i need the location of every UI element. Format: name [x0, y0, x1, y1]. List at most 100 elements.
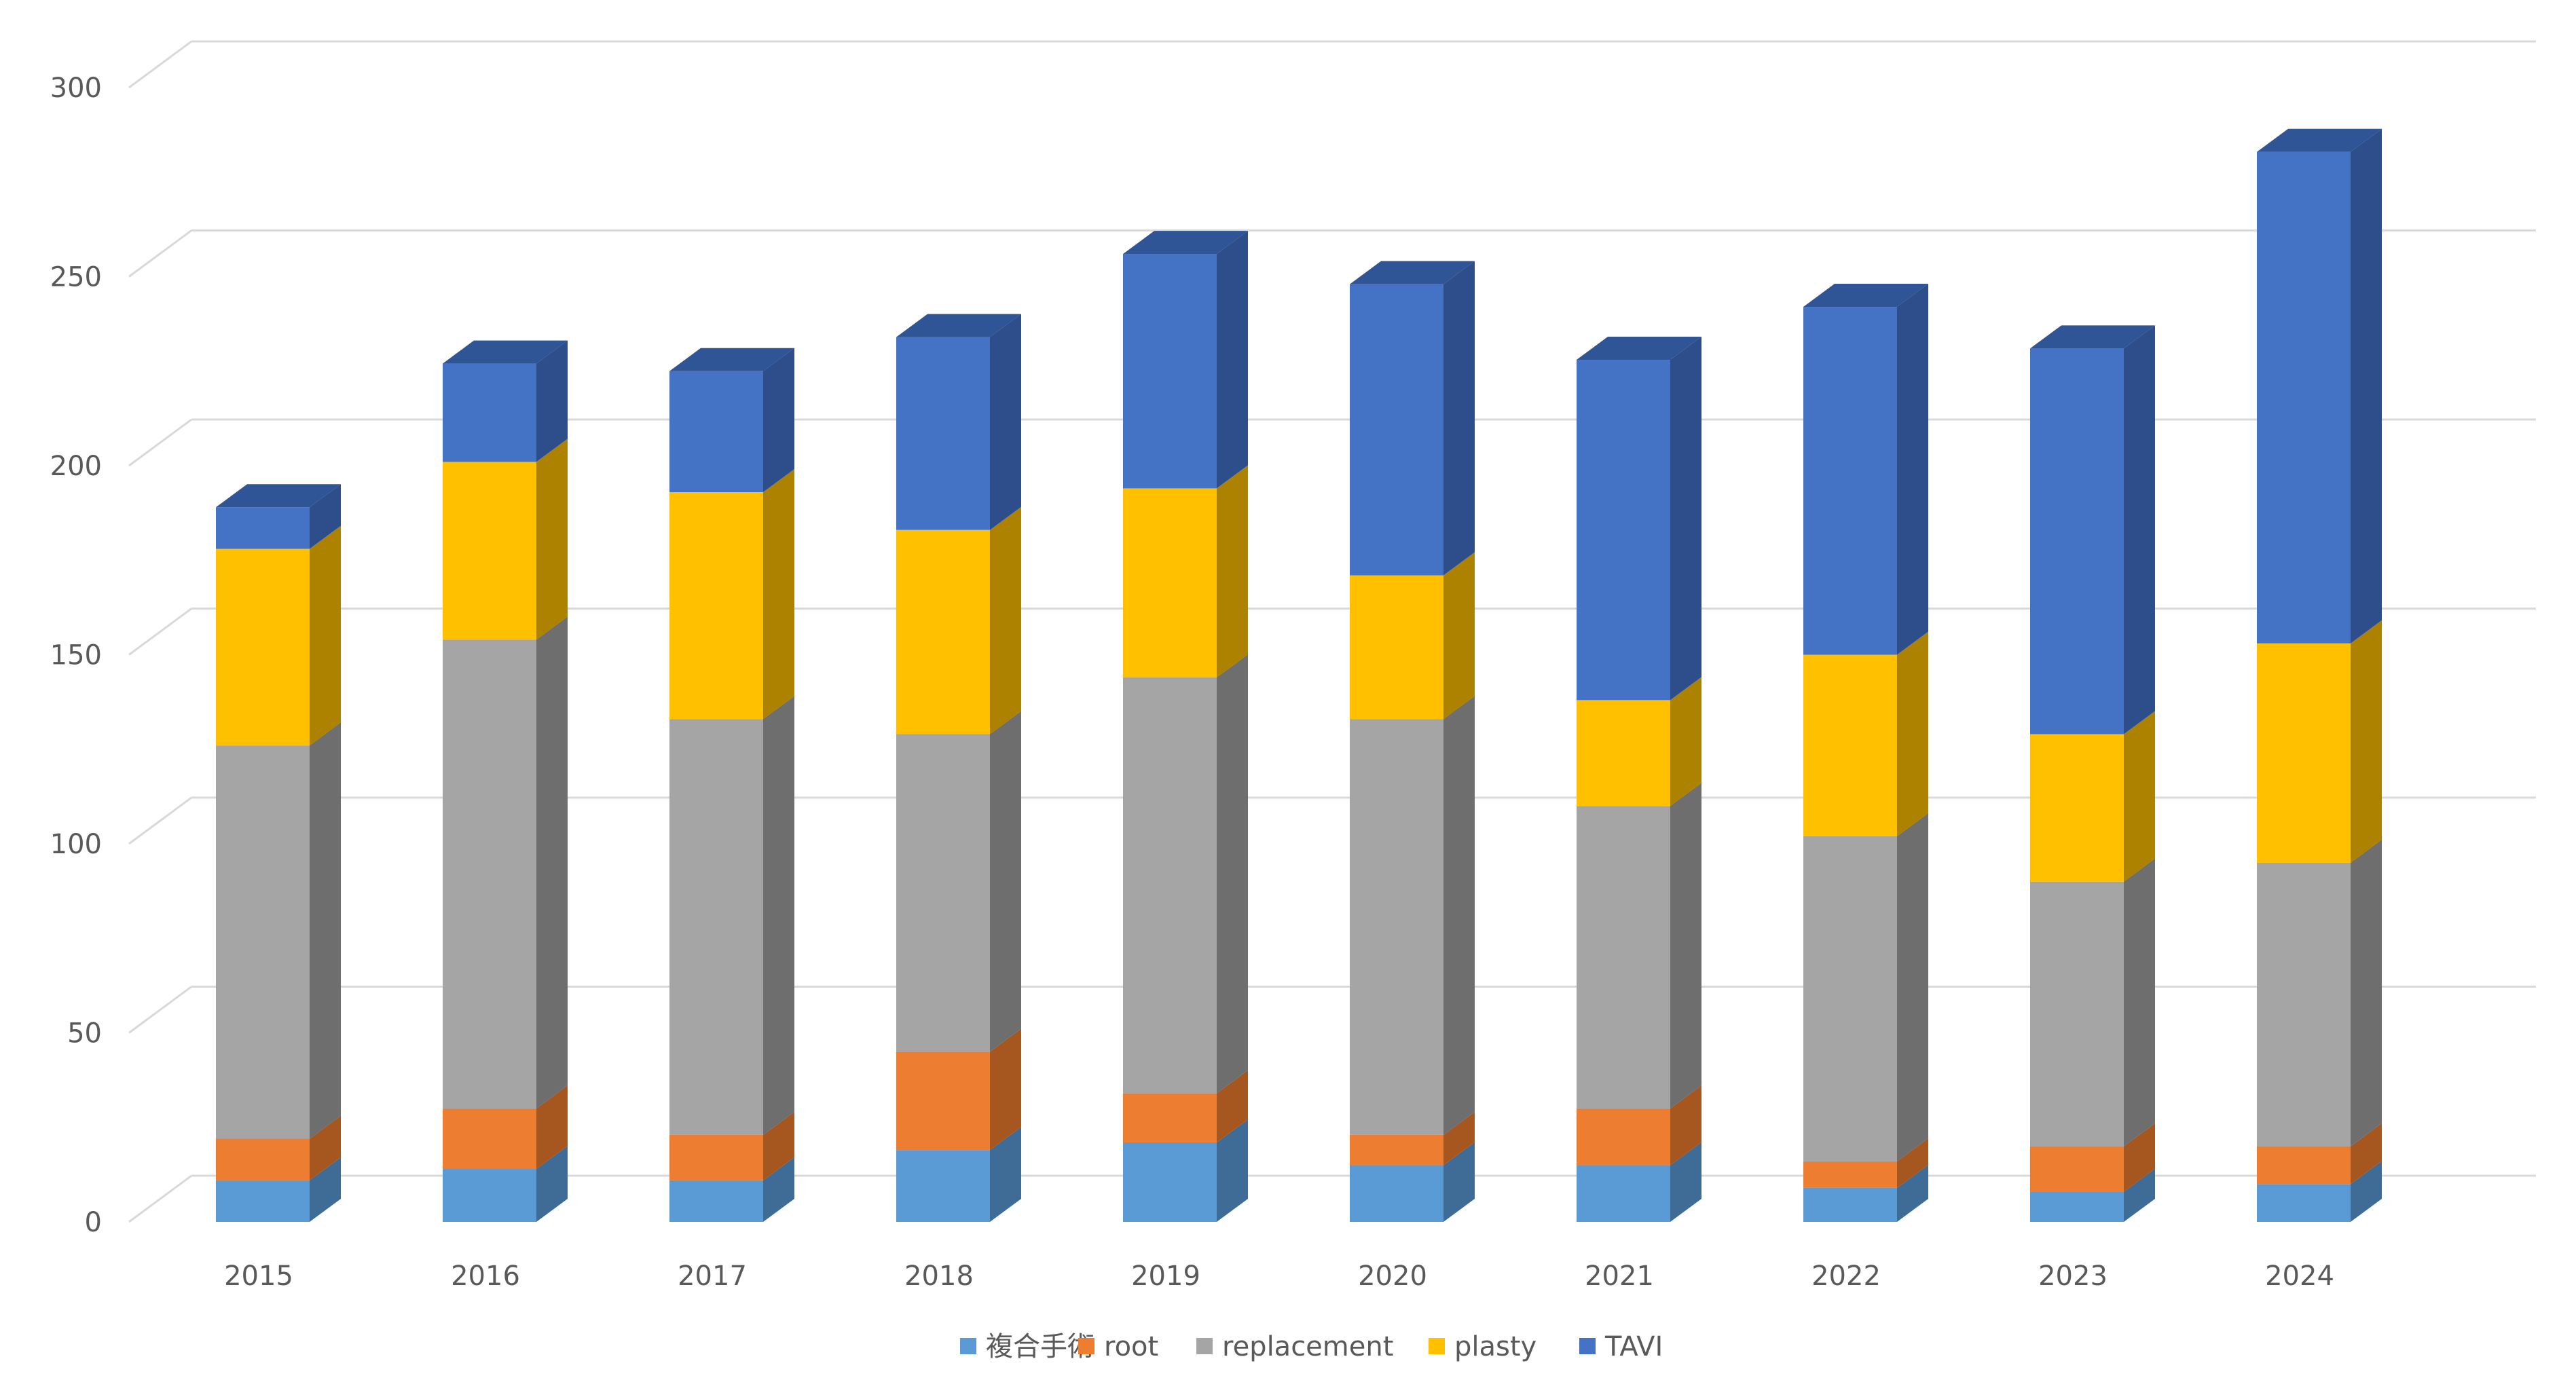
- bar-side-TAVI-2019: [1217, 231, 1248, 489]
- bar-front-replacement-2021: [1577, 806, 1670, 1109]
- legend-label-複合手術: 複合手術: [986, 1331, 1094, 1362]
- bar-front-plasty-2019: [1123, 488, 1217, 677]
- bar-front-root-2021: [1577, 1108, 1670, 1166]
- bar-group-2022: [1803, 284, 1928, 1222]
- bar-front-replacement-2022: [1803, 836, 1897, 1161]
- x-tick-2021: 2021: [1585, 1261, 1654, 1292]
- bar-side-plasty-2020: [1443, 552, 1475, 720]
- bar-front-TAVI-2019: [1123, 254, 1217, 489]
- bar-top-2021: [1577, 337, 1701, 360]
- bar-side-root-2024: [2351, 1123, 2382, 1185]
- bar-front-複合手術-2021: [1577, 1165, 1670, 1222]
- legend-item-TAVI: TAVI: [1579, 1331, 1663, 1362]
- bar-side-replacement-2016: [536, 616, 568, 1109]
- legend-swatch-replacement: [1196, 1338, 1213, 1354]
- bar-side-複合手術-2018: [990, 1127, 1021, 1222]
- gridline-depth-300: [128, 40, 192, 89]
- x-tick-2022: 2022: [1811, 1261, 1881, 1292]
- bar-side-root-2022: [1897, 1138, 1928, 1188]
- bar-side-複合手術-2023: [2124, 1168, 2155, 1222]
- bar-side-TAVI-2024: [2351, 128, 2382, 644]
- bar-front-replacement-2024: [2257, 862, 2351, 1147]
- bar-group-2023: [2030, 325, 2155, 1222]
- bar-side-replacement-2015: [310, 722, 341, 1139]
- bar-side-複合手術-2016: [536, 1146, 568, 1222]
- bar-side-replacement-2022: [1897, 813, 1928, 1161]
- x-tick-2024: 2024: [2265, 1261, 2334, 1292]
- bar-front-plasty-2024: [2257, 643, 2351, 863]
- gridline-depth-250: [128, 229, 192, 278]
- bar-side-plasty-2017: [763, 468, 794, 720]
- bar-front-root-2016: [443, 1108, 536, 1170]
- x-tick-2017: 2017: [678, 1261, 747, 1292]
- legend-item-複合手術: 複合手術: [960, 1331, 1094, 1362]
- bar-front-plasty-2016: [443, 462, 536, 640]
- bar-top-2024: [2257, 128, 2382, 152]
- bar-side-root-2019: [1217, 1070, 1248, 1143]
- bar-front-root-2019: [1123, 1093, 1217, 1143]
- bar-side-root-2015: [310, 1115, 341, 1180]
- bar-side-plasty-2019: [1217, 465, 1248, 677]
- bar-front-複合手術-2019: [1123, 1142, 1217, 1222]
- bar-front-TAVI-2017: [669, 371, 763, 492]
- x-tick-2015: 2015: [224, 1261, 293, 1292]
- bar-side-replacement-2020: [1443, 696, 1475, 1135]
- bar-front-複合手術-2015: [216, 1180, 310, 1222]
- bar-front-plasty-2018: [896, 529, 990, 734]
- bar-front-root-2024: [2257, 1146, 2351, 1185]
- bar-side-TAVI-2017: [763, 348, 794, 492]
- y-tick-200: 200: [50, 451, 102, 482]
- legend-label-TAVI: TAVI: [1604, 1331, 1663, 1362]
- bar-front-replacement-2018: [896, 734, 990, 1052]
- bar-front-root-2020: [1350, 1134, 1443, 1166]
- bar-top-2017: [669, 348, 794, 371]
- bar-side-複合手術-2017: [763, 1157, 794, 1222]
- bar-front-replacement-2016: [443, 639, 536, 1109]
- y-tick-150: 150: [50, 640, 102, 671]
- y-axis-tick-labels: 0 50 100 150 200 250 300: [50, 73, 102, 1238]
- bar-top-2016: [443, 340, 568, 364]
- legend-swatch-TAVI: [1579, 1338, 1596, 1354]
- bar-side-plasty-2016: [536, 439, 568, 640]
- bar-side-TAVI-2015: [310, 484, 341, 549]
- bar-side-replacement-2023: [2124, 858, 2155, 1147]
- bar-top-2022: [1803, 284, 1928, 308]
- bar-side-root-2017: [763, 1111, 794, 1180]
- x-tick-2019: 2019: [1131, 1261, 1200, 1292]
- bar-front-TAVI-2023: [2030, 348, 2124, 734]
- bar-front-複合手術-2018: [896, 1150, 990, 1222]
- bar-side-TAVI-2020: [1443, 261, 1475, 576]
- bar-top-2019: [1123, 231, 1248, 255]
- bar-front-複合手術-2020: [1350, 1165, 1443, 1222]
- x-tick-2018: 2018: [904, 1261, 974, 1292]
- bar-side-replacement-2018: [990, 711, 1021, 1052]
- x-axis-tick-labels: 2015 2016 2017 2018 2019 2020 2021 2022 2023 2024: [224, 1261, 2334, 1292]
- bar-front-TAVI-2024: [2257, 151, 2351, 644]
- gridline-depth-200: [128, 418, 192, 467]
- bar-top-2015: [216, 484, 341, 508]
- bar-front-replacement-2023: [2030, 881, 2124, 1147]
- x-tick-2023: 2023: [2038, 1261, 2108, 1292]
- bar-front-TAVI-2016: [443, 363, 536, 462]
- bar-front-TAVI-2018: [896, 337, 990, 530]
- bar-side-TAVI-2023: [2124, 325, 2155, 734]
- gridline-depth-50: [128, 986, 192, 1034]
- bar-side-TAVI-2016: [536, 340, 568, 462]
- bar-front-plasty-2020: [1350, 575, 1443, 720]
- bar-group-2018: [896, 314, 1021, 1222]
- bar-group-2017: [669, 348, 794, 1222]
- bar-side-replacement-2024: [2351, 839, 2382, 1147]
- bar-side-replacement-2021: [1670, 783, 1701, 1109]
- bar-group-2020: [1350, 261, 1475, 1222]
- bar-top-2018: [896, 314, 1021, 337]
- legend-item-root: root: [1078, 1331, 1158, 1362]
- bar-group-2021: [1577, 337, 1701, 1222]
- bar-group-2019: [1123, 231, 1248, 1222]
- bar-front-plasty-2017: [669, 491, 763, 720]
- bar-side-plasty-2023: [2124, 711, 2155, 882]
- bar-front-複合手術-2017: [669, 1180, 763, 1222]
- bar-front-TAVI-2021: [1577, 360, 1670, 701]
- bar-side-root-2023: [2124, 1123, 2155, 1192]
- bar-side-複合手術-2022: [1897, 1164, 1928, 1222]
- bar-front-TAVI-2015: [216, 507, 310, 549]
